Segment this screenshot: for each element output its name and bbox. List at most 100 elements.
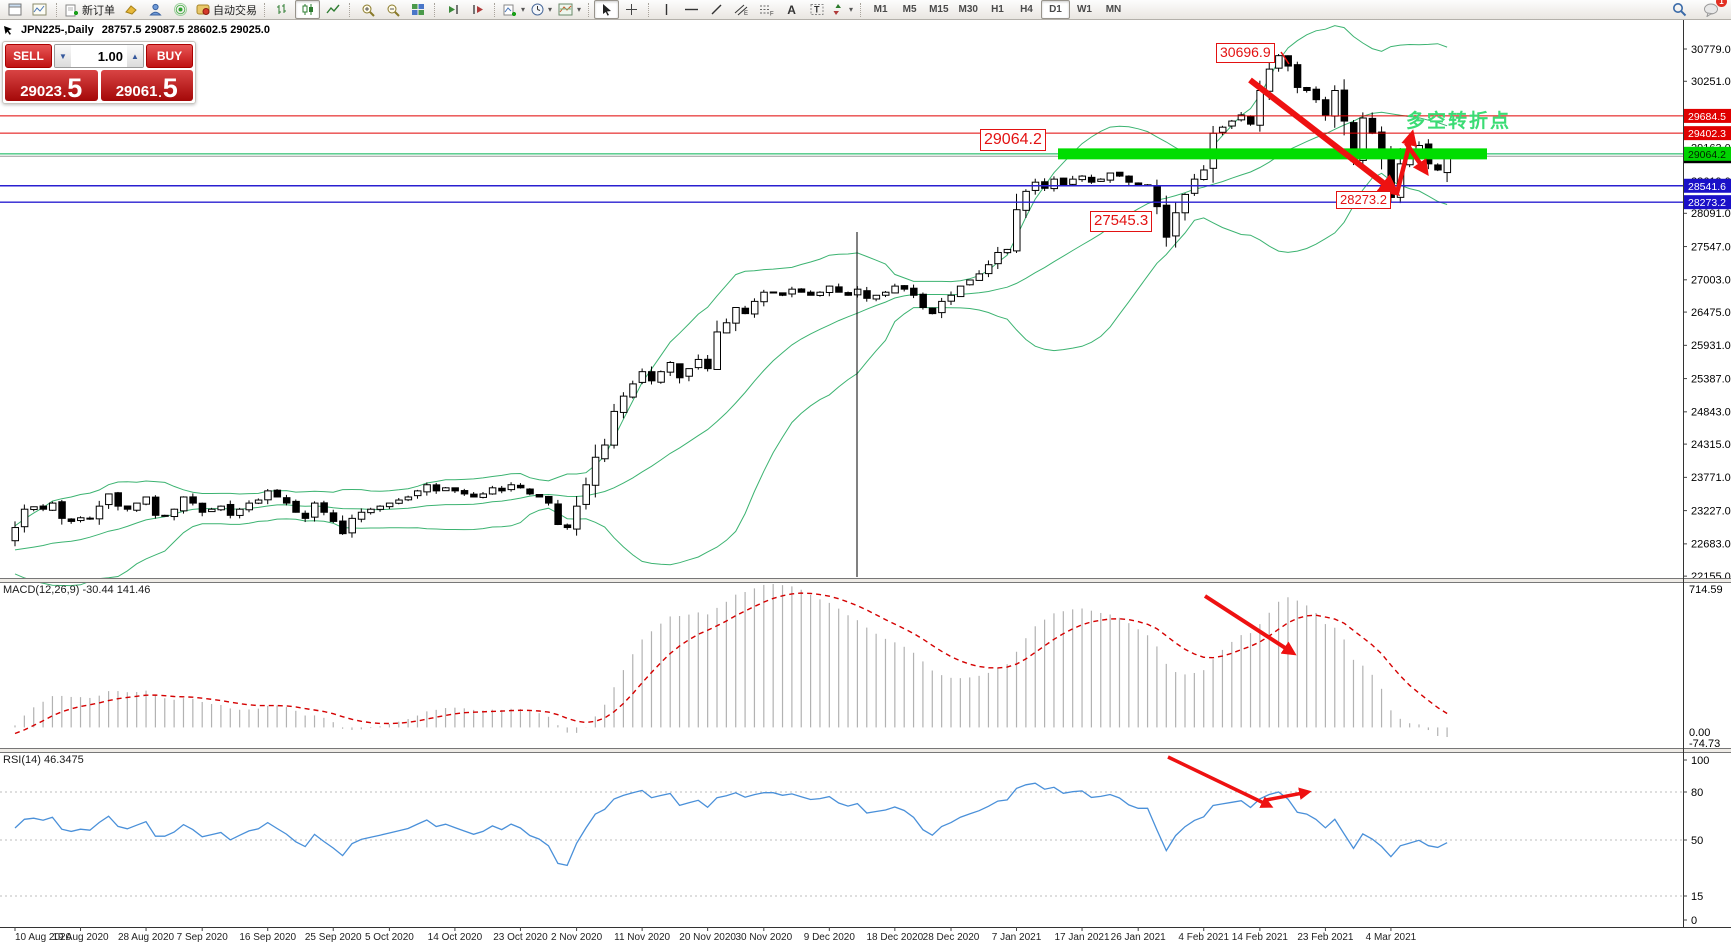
candle-body bbox=[423, 484, 431, 493]
price-tick-label: 24315.0 bbox=[1691, 439, 1731, 451]
tile-windows-button[interactable] bbox=[405, 0, 430, 19]
cursor-tool-button[interactable] bbox=[594, 0, 620, 19]
periods-button[interactable]: ▾ bbox=[528, 0, 555, 19]
candle-body bbox=[142, 496, 151, 505]
channel-icon: E bbox=[734, 3, 749, 17]
indicators-icon bbox=[503, 3, 517, 17]
timeframe-MN[interactable]: MN bbox=[1105, 4, 1122, 15]
candle-body bbox=[39, 505, 48, 510]
signals-button[interactable] bbox=[168, 0, 193, 19]
date-label: 28 Aug 2020 bbox=[118, 932, 175, 943]
panel-separator[interactable] bbox=[0, 578, 1731, 583]
macd-scale-max: 714.59 bbox=[1689, 584, 1723, 596]
rsi-arrow-1 bbox=[1167, 755, 1274, 808]
bar-chart-mode-button[interactable] bbox=[270, 0, 295, 19]
line-chart-mode-button[interactable] bbox=[320, 0, 345, 19]
candle-body bbox=[1434, 164, 1442, 171]
candle-body bbox=[994, 251, 1002, 265]
timeframe-D1[interactable]: D1 bbox=[1040, 0, 1070, 19]
volume-decrease-button[interactable]: ▼ bbox=[55, 45, 71, 67]
candle-body bbox=[161, 514, 169, 517]
candle-body bbox=[984, 264, 993, 275]
candle-body bbox=[713, 331, 721, 370]
fibonacci-tool[interactable]: F bbox=[754, 0, 779, 19]
candle-body bbox=[48, 502, 57, 511]
candle-body bbox=[853, 288, 862, 296]
candle-body bbox=[395, 499, 403, 504]
candle-body bbox=[629, 383, 637, 398]
candle-body bbox=[311, 502, 319, 518]
date-label: 23 Oct 2020 bbox=[493, 932, 548, 943]
candle-body bbox=[676, 363, 684, 379]
toolbar-separator bbox=[494, 2, 496, 17]
candlestick-mode-button[interactable] bbox=[295, 0, 320, 19]
price-tick-label: 22683.0 bbox=[1691, 539, 1731, 551]
timeframe-M30[interactable]: M30 bbox=[958, 4, 978, 15]
text-tool[interactable]: A bbox=[787, 2, 796, 17]
community-button[interactable] bbox=[143, 0, 168, 19]
zoom-out-button[interactable] bbox=[380, 0, 405, 19]
candle-body bbox=[769, 291, 778, 294]
candle-body bbox=[573, 505, 581, 530]
candle-body bbox=[1059, 177, 1068, 186]
new-order-button[interactable]: 新订单 bbox=[62, 0, 118, 19]
candle-body bbox=[1293, 64, 1302, 88]
candle-body bbox=[1237, 114, 1246, 121]
panel-separator[interactable] bbox=[0, 748, 1731, 753]
text-label-tool[interactable]: T bbox=[804, 0, 829, 19]
chart-shift-button[interactable] bbox=[465, 0, 490, 19]
person-icon bbox=[149, 3, 162, 16]
market-depth-button[interactable] bbox=[118, 0, 143, 19]
candle-body bbox=[666, 362, 675, 373]
trendline-tool[interactable] bbox=[704, 0, 729, 19]
date-label: 4 Feb 2021 bbox=[1178, 932, 1229, 943]
timeframe-W1[interactable]: W1 bbox=[1076, 4, 1092, 15]
arrows-tool[interactable]: ▾ bbox=[829, 0, 856, 19]
equidistant-channel-tool[interactable]: E bbox=[729, 0, 754, 19]
search-button[interactable] bbox=[1667, 0, 1692, 19]
volume-increase-button[interactable]: ▲ bbox=[127, 45, 143, 67]
rsi-scale-100: 100 bbox=[1691, 755, 1709, 767]
zoom-in-button[interactable] bbox=[355, 0, 380, 19]
candle-body bbox=[1181, 193, 1189, 214]
fibonacci-icon: F bbox=[759, 3, 774, 18]
candle-body bbox=[647, 371, 656, 382]
volume-input[interactable] bbox=[71, 45, 127, 67]
candle-body bbox=[320, 502, 328, 513]
horizontal-line-tool[interactable] bbox=[679, 0, 704, 19]
chart-preview-button[interactable] bbox=[27, 0, 52, 19]
buy-button[interactable]: BUY bbox=[146, 44, 193, 68]
window-list-button[interactable] bbox=[2, 0, 27, 19]
autotrading-button[interactable]: 自动交易 bbox=[193, 0, 260, 19]
candle-body bbox=[114, 492, 122, 507]
candle-body bbox=[357, 511, 366, 520]
crosshair-tool-button[interactable] bbox=[619, 0, 644, 19]
symbol-period-label: JPN225-,Daily bbox=[21, 24, 94, 36]
timeframe-M1[interactable]: M1 bbox=[873, 4, 888, 15]
svg-text:29684.5: 29684.5 bbox=[1688, 111, 1726, 123]
zoom-out-icon bbox=[386, 3, 400, 17]
chat-button[interactable]: 1 bbox=[1698, 0, 1727, 19]
candle-body bbox=[1013, 209, 1021, 252]
candle-body bbox=[788, 288, 796, 295]
date-label: 10 Aug 2020 bbox=[15, 932, 72, 943]
bid-quote[interactable]: 29023. 5 bbox=[5, 70, 98, 101]
vertical-line-tool[interactable] bbox=[654, 0, 679, 19]
toolbar-separator bbox=[860, 2, 862, 17]
timeframe-M15[interactable]: M15 bbox=[929, 4, 949, 15]
candle-body bbox=[760, 291, 768, 303]
toolbar-separator bbox=[349, 2, 351, 17]
candle-body bbox=[516, 484, 525, 489]
timeframe-M5[interactable]: M5 bbox=[902, 4, 917, 15]
templates-button[interactable]: ▾ bbox=[555, 0, 584, 19]
date-label: 16 Sep 2020 bbox=[239, 932, 296, 943]
indicators-button[interactable]: ▾ bbox=[500, 0, 528, 19]
auto-scroll-button[interactable] bbox=[440, 0, 465, 19]
candle-body bbox=[863, 290, 871, 299]
timeframe-H1[interactable]: H1 bbox=[991, 4, 1004, 15]
ask-quote[interactable]: 29061. 5 bbox=[100, 70, 193, 101]
timeframe-H4[interactable]: H4 bbox=[1020, 4, 1033, 15]
sell-button[interactable]: SELL bbox=[5, 44, 52, 68]
